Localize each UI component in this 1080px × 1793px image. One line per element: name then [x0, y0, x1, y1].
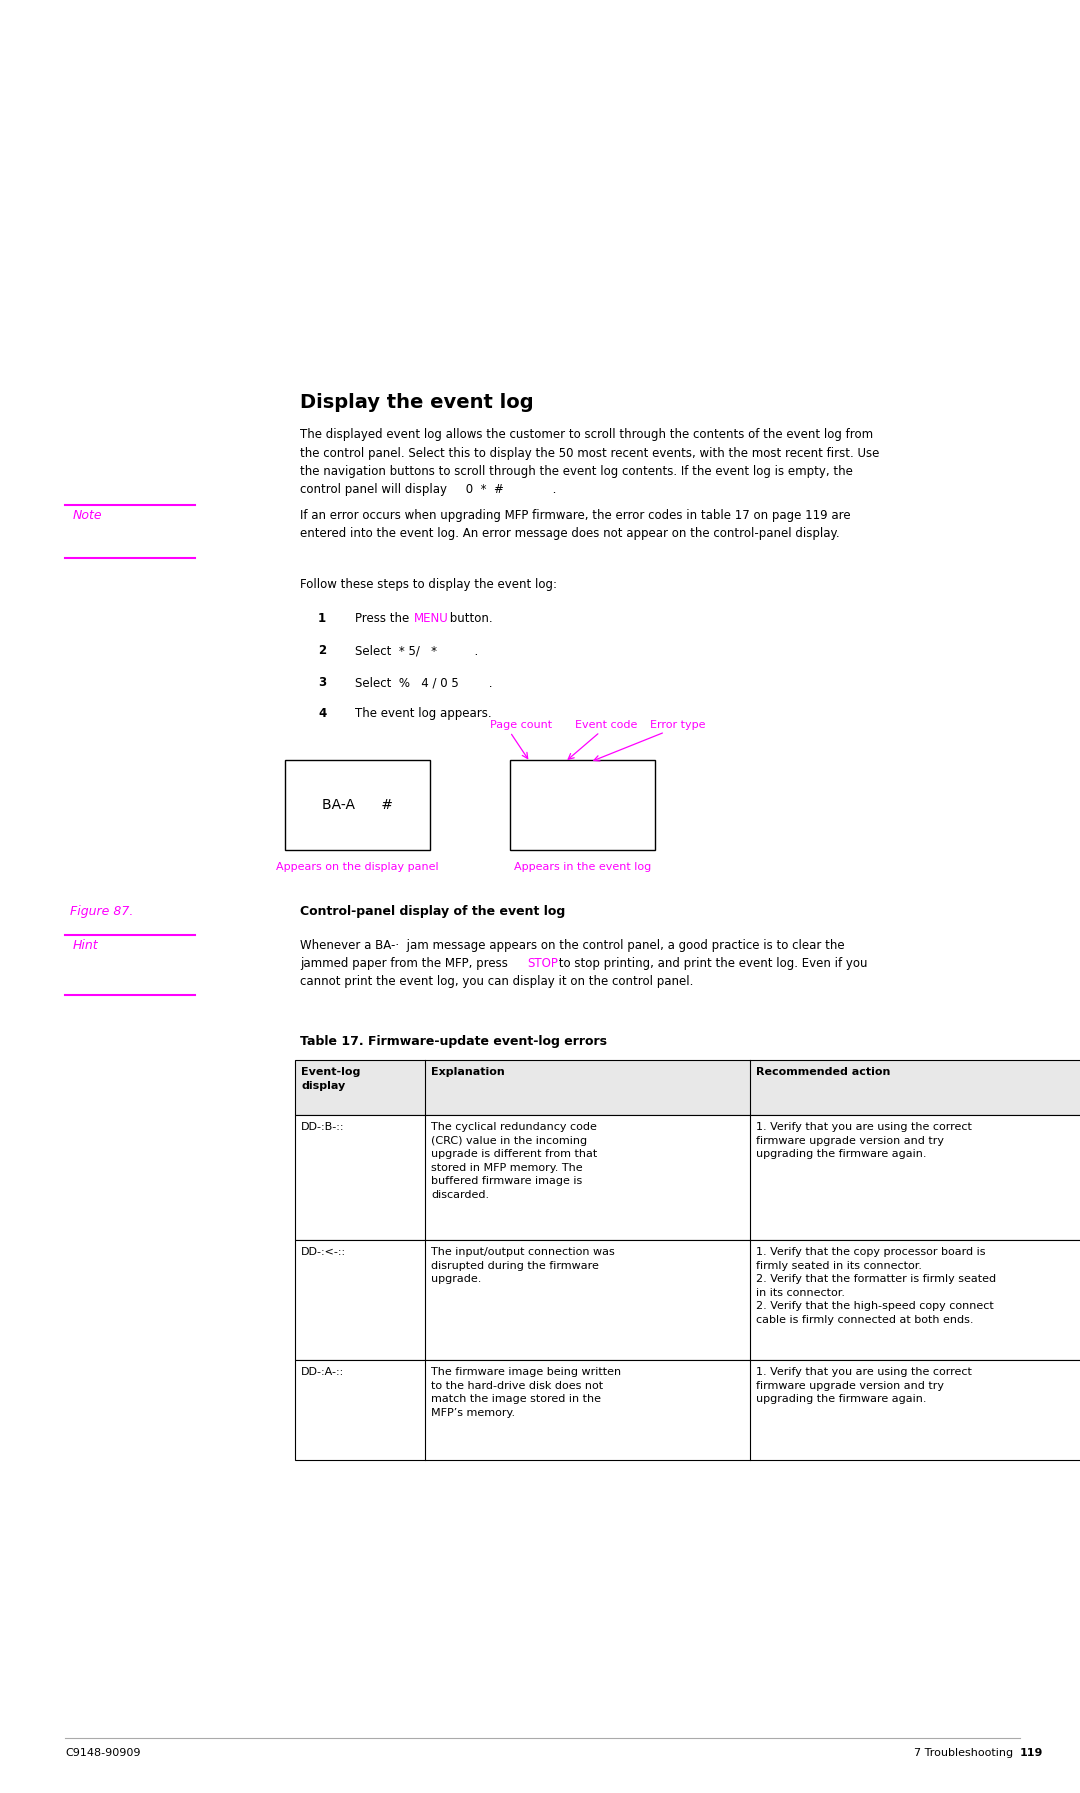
Text: to stop printing, and print the event log. Even if you: to stop printing, and print the event lo… — [555, 957, 867, 970]
Text: Table 17. Firmware-update event-log errors: Table 17. Firmware-update event-log erro… — [300, 1035, 607, 1047]
Text: Event-log
display: Event-log display — [301, 1067, 361, 1090]
Text: C9148-90909: C9148-90909 — [65, 1748, 140, 1757]
Text: Error type: Error type — [650, 721, 705, 730]
Text: Appears in the event log: Appears in the event log — [514, 862, 651, 871]
Text: If an error occurs when upgrading MFP firmware, the error codes in table 17 on p: If an error occurs when upgrading MFP fi… — [300, 509, 851, 540]
Text: 1. Verify that you are using the correct
firmware upgrade version and try
upgrad: 1. Verify that you are using the correct… — [756, 1122, 972, 1160]
Text: 4: 4 — [318, 706, 326, 721]
Bar — [295, 1060, 1080, 1115]
Bar — [295, 1361, 1080, 1460]
Text: Note: Note — [73, 509, 103, 522]
Text: Select  %   4 / 0 5        .: Select % 4 / 0 5 . — [355, 676, 492, 689]
Text: The cyclical redundancy code
(CRC) value in the incoming
upgrade is different fr: The cyclical redundancy code (CRC) value… — [431, 1122, 597, 1200]
Bar — [295, 1115, 1080, 1241]
Text: MENU: MENU — [414, 611, 449, 626]
Text: Recommended action: Recommended action — [756, 1067, 890, 1078]
Text: jammed paper from the MFP, press: jammed paper from the MFP, press — [300, 957, 512, 970]
Text: Appears on the display panel: Appears on the display panel — [276, 862, 438, 871]
Text: DD-:A-::: DD-:A-:: — [301, 1366, 345, 1377]
Text: Page count: Page count — [490, 721, 552, 730]
Text: Display the event log: Display the event log — [300, 393, 534, 412]
Text: The input/output connection was
disrupted during the firmware
upgrade.: The input/output connection was disrupte… — [431, 1246, 615, 1284]
Text: Control-panel display of the event log: Control-panel display of the event log — [300, 905, 565, 918]
Text: The event log appears.: The event log appears. — [355, 706, 491, 721]
Text: Explanation: Explanation — [431, 1067, 504, 1078]
Text: Event code: Event code — [575, 721, 637, 730]
Text: button.: button. — [446, 611, 492, 626]
Text: Whenever a BA-·  jam message appears on the control panel, a good practice is to: Whenever a BA-· jam message appears on t… — [300, 940, 845, 952]
Text: 2: 2 — [318, 644, 326, 656]
Bar — [295, 1241, 1080, 1361]
Text: BA-A      #: BA-A # — [322, 798, 393, 812]
Text: 7 Troubleshooting: 7 Troubleshooting — [914, 1748, 1020, 1757]
Text: 119: 119 — [1020, 1748, 1043, 1757]
Text: Press the: Press the — [355, 611, 413, 626]
Text: 1. Verify that the copy processor board is
firmly seated in its connector.
2. Ve: 1. Verify that the copy processor board … — [756, 1246, 996, 1325]
Text: The displayed event log allows the customer to scroll through the contents of th: The displayed event log allows the custo… — [300, 429, 879, 497]
Text: 1: 1 — [318, 611, 326, 626]
Text: Hint: Hint — [73, 940, 98, 952]
Text: 3: 3 — [318, 676, 326, 689]
Text: DD-:B-::: DD-:B-:: — [301, 1122, 345, 1131]
Text: STOP: STOP — [527, 957, 558, 970]
Text: Follow these steps to display the event log:: Follow these steps to display the event … — [300, 577, 557, 592]
Text: The firmware image being written
to the hard-drive disk does not
match the image: The firmware image being written to the … — [431, 1366, 621, 1418]
Text: 1. Verify that you are using the correct
firmware upgrade version and try
upgrad: 1. Verify that you are using the correct… — [756, 1366, 972, 1404]
Text: Figure 87.: Figure 87. — [70, 905, 133, 918]
Bar — [510, 760, 654, 850]
Bar — [285, 760, 430, 850]
Text: cannot print the event log, you can display it on the control panel.: cannot print the event log, you can disp… — [300, 975, 693, 988]
Text: DD-:<-::: DD-:<-:: — [301, 1246, 346, 1257]
Text: Select  * 5/   *          .: Select * 5/ * . — [355, 644, 478, 656]
